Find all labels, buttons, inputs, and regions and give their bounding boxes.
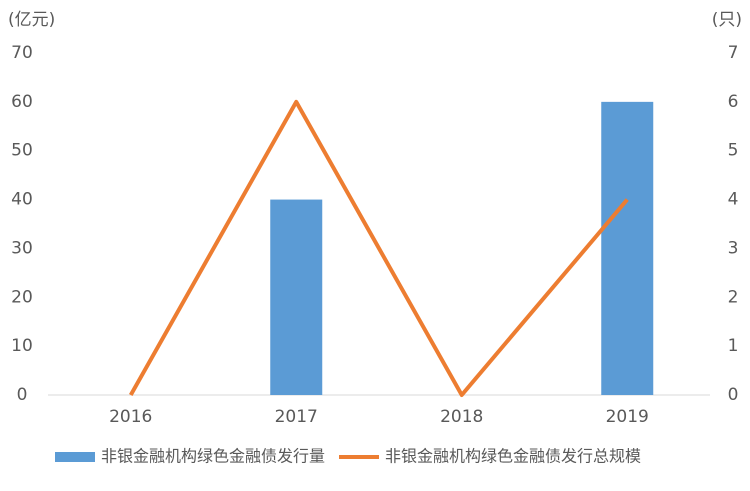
y-tick-label: 20 <box>11 287 33 307</box>
y-tick-label: 70 <box>11 43 33 63</box>
y2-tick-label: 7 <box>728 43 739 63</box>
y2-tick-label: 2 <box>728 287 739 307</box>
y2-tick-label: 4 <box>728 190 739 210</box>
y-tick-label: 30 <box>11 238 33 258</box>
y2-tick-label: 5 <box>728 141 739 161</box>
y-tick-label: 0 <box>17 385 28 405</box>
y2-tick-label: 6 <box>728 92 739 112</box>
y-tick-label: 40 <box>11 190 33 210</box>
y-tick-label: 10 <box>11 336 33 356</box>
x-tick-label: 2018 <box>440 407 483 427</box>
bar <box>601 101 654 395</box>
y-tick-label: 50 <box>11 141 33 161</box>
legend-label: 非银金融机构绿色金融债发行总规模 <box>385 447 641 466</box>
x-tick-label: 2019 <box>606 407 649 427</box>
y2-tick-label: 3 <box>728 238 739 258</box>
x-tick-label: 2017 <box>275 407 318 427</box>
x-tick-label: 2016 <box>109 407 152 427</box>
y-axis-label: (亿元) <box>8 10 55 30</box>
y2-tick-label: 0 <box>728 385 739 405</box>
legend-label: 非银金融机构绿色金融债发行量 <box>101 447 325 466</box>
bar <box>270 199 323 395</box>
legend-swatch <box>55 452 95 462</box>
y-tick-label: 60 <box>11 92 33 112</box>
line <box>129 99 629 397</box>
y2-axis-label: (只) <box>712 10 742 30</box>
y2-tick-label: 1 <box>728 336 739 356</box>
